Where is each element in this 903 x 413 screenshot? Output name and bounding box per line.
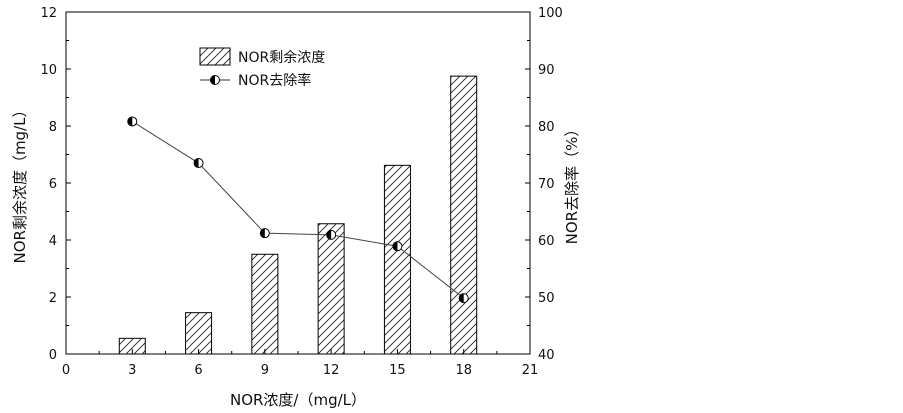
bar — [317, 223, 345, 355]
y-right-tick-label: 100 — [538, 6, 563, 21]
y-right-tick-label: 50 — [538, 291, 555, 306]
bar — [383, 164, 411, 355]
data-point — [259, 228, 270, 239]
bar — [450, 75, 478, 355]
y-right-tick-label: 60 — [538, 234, 555, 249]
x-tick-label: 15 — [389, 363, 406, 378]
legend: NOR剩余浓度 NOR去除率 — [199, 47, 325, 89]
x-tick-label: 18 — [455, 363, 472, 378]
legend-bar-swatch — [199, 47, 231, 66]
x-tick-label: 21 — [522, 363, 539, 378]
bar — [185, 312, 213, 355]
data-point — [127, 116, 138, 127]
line-series — [127, 116, 469, 304]
data-point — [326, 229, 337, 240]
y-right-tick-label: 70 — [538, 177, 555, 192]
legend-bar-label: NOR剩余浓度 — [238, 49, 325, 66]
y-left-tick-label: 10 — [40, 63, 57, 78]
y-left-tick-label: 8 — [49, 120, 57, 135]
y-left-tick-label: 12 — [40, 6, 57, 21]
x-axis-title: NOR浓度/（mg/L） — [230, 391, 366, 409]
x-tick-label: 3 — [128, 363, 136, 378]
y-right-axis: 40 50 60 70 80 90 100 — [525, 6, 563, 363]
y-right-tick-label: 40 — [538, 348, 555, 363]
data-point — [193, 158, 204, 169]
x-tick-label: 0 — [62, 363, 70, 378]
bar-series — [118, 75, 478, 355]
data-point — [458, 293, 469, 304]
x-tick-label: 9 — [261, 363, 269, 378]
y-left-tick-label: 4 — [49, 234, 57, 249]
bar — [251, 253, 279, 355]
y-left-tick-label: 2 — [49, 291, 57, 306]
y-left-axis: 0 2 4 6 8 10 12 — [40, 6, 71, 363]
x-tick-label: 12 — [323, 363, 340, 378]
y-left-axis-title: NOR剩余浓度（mg/L） — [11, 103, 29, 264]
y-left-tick-label: 0 — [49, 348, 57, 363]
y-right-tick-label: 80 — [538, 120, 555, 135]
x-tick-label: 6 — [194, 363, 202, 378]
data-point — [392, 241, 403, 252]
legend-line-marker — [210, 75, 220, 85]
legend-line-label: NOR去除率 — [238, 72, 311, 89]
y-right-tick-label: 90 — [538, 63, 555, 78]
y-right-axis-title: NOR去除率（%） — [563, 122, 581, 245]
y-left-tick-label: 6 — [49, 177, 57, 192]
x-axis: 0 3 6 9 12 15 18 21 — [62, 349, 538, 378]
removal-rate-line — [132, 121, 465, 299]
